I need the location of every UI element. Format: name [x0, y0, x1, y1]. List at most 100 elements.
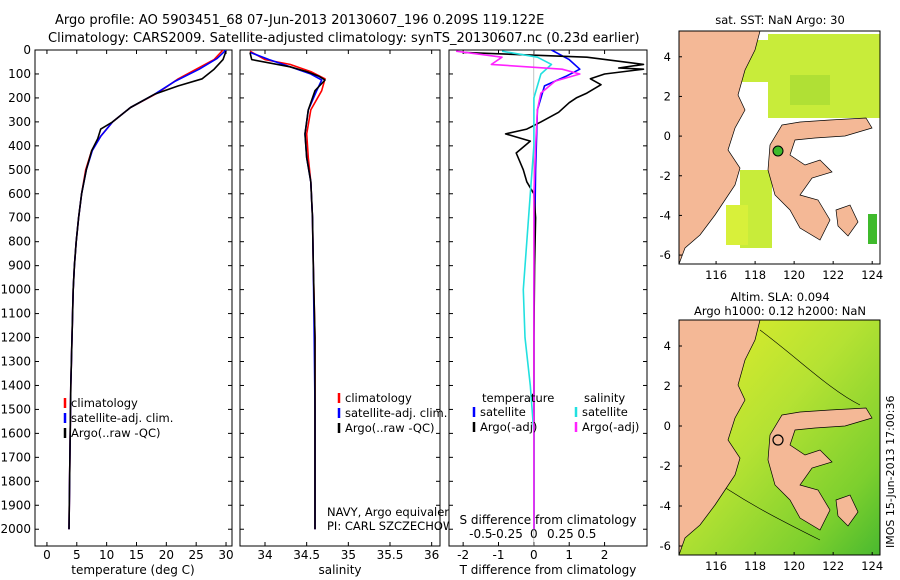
difference-tick-group: -2 -1 0 1 2-0.5 -0.25 0 0.25 0.5: [449, 49, 647, 562]
depth-tick-label: 400: [8, 139, 31, 153]
lat-tick-label: 4: [664, 50, 671, 64]
series-s-argo-adj-: [455, 50, 581, 530]
salinity-tick-group: 34 34.5 35 35.5 36: [240, 49, 440, 562]
legend-s-satellite-label: satellite: [582, 405, 628, 419]
x-tick-label: 34.5: [293, 548, 320, 562]
depth-tick-label: 1800: [0, 474, 31, 488]
depth-tick-label: 1200: [0, 331, 31, 345]
salinity-xlabel: salinity: [318, 563, 361, 577]
temperature-panel: 0100200300400500600700800900100011001200…: [0, 43, 233, 577]
x-tick-label: 10: [99, 548, 114, 562]
legend-temperature-title: temperature: [482, 391, 554, 405]
pi-annotation: PI: CARL SZCZECHOWSKI: [327, 519, 473, 533]
temperature-tick-group: 0 5 10 15 20 25 30: [35, 49, 234, 562]
lon-tick-label: 124: [861, 268, 883, 282]
s-tick-label: 0.25: [547, 527, 574, 541]
lat-tick-label: -6: [660, 248, 671, 262]
temperature-legend: climatology satellite-adj. clim. Argo(..…: [63, 396, 173, 440]
lon-tick-label: 116: [705, 268, 727, 282]
lat-tick-label: 0: [664, 419, 671, 433]
sla-map-title-2: Argo h1000: 0.12 h2000: NaN: [694, 304, 866, 318]
depth-tick-label: 500: [8, 163, 31, 177]
depth-tick-label: 1300: [0, 354, 31, 368]
depth-tick-label: 700: [8, 211, 31, 225]
x-tick-label: 30: [218, 548, 233, 562]
difference-legend: temperature salinity satellite Argo(-adj…: [472, 391, 639, 434]
depth-tick-label: 1600: [0, 426, 31, 440]
sst-land: [679, 31, 873, 264]
s-tick-label: -0.25: [492, 527, 523, 541]
depth-tick-label: 100: [8, 67, 31, 81]
sst-map-ticks: 116 118 120 122 124 4 2 0 -2 -4 -6: [660, 50, 884, 282]
sla-map-frame: [678, 319, 881, 556]
depth-tick-label: 1100: [0, 307, 31, 321]
lon-tick-label: 122: [822, 268, 844, 282]
sla-contour: [759, 329, 861, 406]
x-tick-label: 15: [129, 548, 144, 562]
temperature-xlabel: temperature (deg C): [71, 563, 194, 577]
depth-tick-label: 0: [23, 43, 31, 57]
series-argo: [68, 50, 227, 530]
depth-tick-label: 300: [8, 115, 31, 129]
lat-tick-label: 0: [664, 129, 671, 143]
title-line-1: Argo profile: AO 5903451_68 07-Jun-2013 …: [55, 13, 544, 28]
lat-tick-label: 2: [664, 89, 671, 103]
legend-climatology-label: climatology: [71, 396, 138, 410]
x-tick-label: 0: [43, 548, 51, 562]
lat-tick-label: -4: [660, 499, 671, 513]
salinity-axes-frame: [239, 49, 441, 547]
x-tick-label: 1: [565, 548, 573, 562]
sulawesi-land: [767, 117, 873, 241]
sla-map-ticks: 116 118 120 122 124 4 2 0 -2 -4 -6: [660, 339, 884, 573]
legend-s-argo-label: Argo(-adj): [582, 420, 639, 434]
sst-map: sat. SST: NaN Argo: 30 116 118 120 122 124 4 2…: [660, 13, 884, 282]
lon-tick-label: 124: [861, 559, 883, 573]
legend-salinity-title: salinity: [584, 391, 625, 405]
legend-t-argo-label: Argo(-adj): [480, 420, 537, 434]
lon-tick-label: 118: [744, 268, 766, 282]
salinity-diff-xlabel: S difference from climatology: [460, 513, 637, 527]
island-land: [835, 494, 859, 527]
series-argo: [249, 52, 326, 530]
salinity-legend: climatology satellite-adj. clim. Argo(..…: [337, 391, 447, 435]
difference-panel: -2 -1 0 1 2-0.5 -0.25 0 0.25 0.5 T difference fr…: [448, 49, 648, 577]
series-s-satellite: [501, 50, 553, 530]
depth-tick-label: 600: [8, 187, 31, 201]
island-land: [835, 204, 859, 237]
sst-map-title: sat. SST: NaN Argo: 30: [715, 13, 845, 27]
depth-tick-label: 1700: [0, 450, 31, 464]
sst-map-frame: [678, 30, 881, 265]
depth-tick-label: 200: [8, 91, 31, 105]
difference-axes-frame: [448, 49, 648, 547]
salinity-panel: 34 34.5 35 35.5 36 salinity climatology sate…: [239, 49, 473, 577]
sst-cell: [790, 75, 830, 105]
float-location-marker: [772, 434, 784, 446]
depth-tick-label: 1400: [0, 378, 31, 392]
lon-tick-label: 116: [705, 559, 727, 573]
depth-tick-label: 1900: [0, 498, 31, 512]
lon-tick-label: 122: [822, 559, 844, 573]
lat-tick-label: -2: [660, 169, 671, 183]
temperature-axes-frame: [34, 49, 233, 547]
lon-tick-label: 118: [744, 559, 766, 573]
temperature-series-group: [68, 50, 227, 530]
title-line-2: Climatology: CARS2009. Satellite-adjuste…: [48, 31, 640, 46]
x-tick-label: 35.5: [377, 548, 404, 562]
sla-land: [679, 320, 873, 555]
legend-satellite-label: satellite-adj. clim.: [345, 406, 447, 420]
lat-tick-label: -6: [660, 539, 671, 553]
lat-tick-label: -2: [660, 459, 671, 473]
depth-tick-label: 1000: [0, 283, 31, 297]
x-tick-label: 5: [73, 548, 81, 562]
salinity-series-group: [249, 50, 326, 530]
float-location-marker: [772, 145, 784, 157]
x-tick-label: -1: [493, 548, 505, 562]
navy-annotation: NAVY, Argo equivalent: [327, 505, 457, 519]
x-tick-label: 2: [601, 548, 609, 562]
x-tick-label: 0: [530, 548, 538, 562]
legend-argo-label: Argo(..raw -QC): [345, 421, 435, 435]
sst-data-cells: [726, 34, 880, 248]
x-tick-label: -2: [457, 548, 469, 562]
depth-tick-label: 900: [8, 259, 31, 273]
